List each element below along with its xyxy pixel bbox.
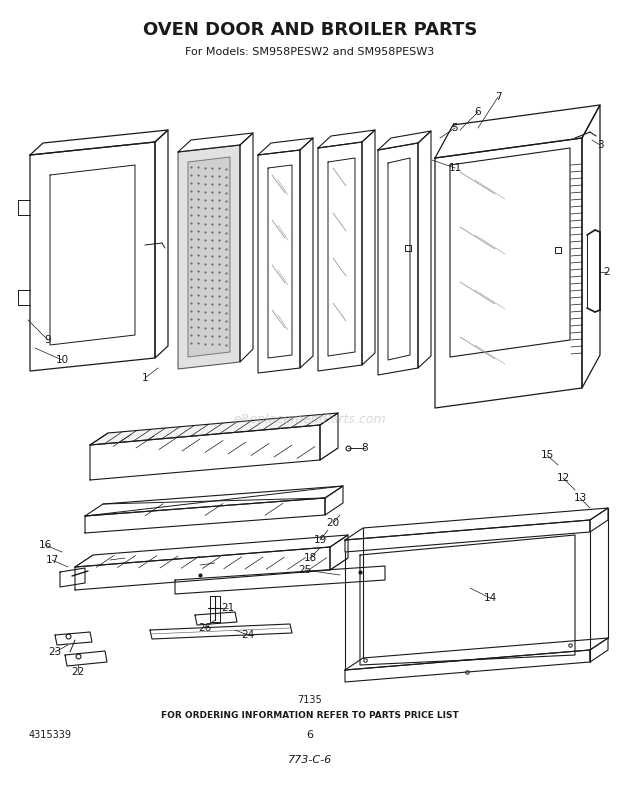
Text: FOR ORDERING INFORMATION REFER TO PARTS PRICE LIST: FOR ORDERING INFORMATION REFER TO PARTS … <box>161 711 459 719</box>
Text: 26: 26 <box>198 623 211 633</box>
Text: 21: 21 <box>221 603 234 613</box>
Text: 16: 16 <box>38 540 51 550</box>
Polygon shape <box>188 157 230 357</box>
Text: 22: 22 <box>71 667 84 677</box>
Text: 23: 23 <box>48 647 61 657</box>
Text: 7: 7 <box>495 92 502 102</box>
Text: 10: 10 <box>55 355 69 365</box>
Text: 1: 1 <box>142 373 148 383</box>
Polygon shape <box>178 145 240 369</box>
Text: 11: 11 <box>448 163 462 173</box>
Text: 8: 8 <box>361 443 368 453</box>
Polygon shape <box>90 413 338 445</box>
Text: 12: 12 <box>556 473 570 483</box>
Text: 6: 6 <box>475 107 481 117</box>
Text: 7135: 7135 <box>298 695 322 705</box>
Text: 6: 6 <box>306 730 314 740</box>
Text: 5: 5 <box>452 123 458 133</box>
Text: 14: 14 <box>484 593 497 603</box>
Text: 18: 18 <box>303 553 317 563</box>
Text: 13: 13 <box>574 493 587 503</box>
Text: OVEN DOOR AND BROILER PARTS: OVEN DOOR AND BROILER PARTS <box>143 21 477 39</box>
Text: 15: 15 <box>541 450 554 460</box>
Text: 3: 3 <box>596 140 603 150</box>
Text: 19: 19 <box>313 535 327 545</box>
Text: 25: 25 <box>298 565 312 575</box>
Text: 2: 2 <box>604 267 610 277</box>
Text: 9: 9 <box>45 335 51 345</box>
Text: 4315339: 4315339 <box>29 730 71 740</box>
Text: eReplacementParts.com: eReplacementParts.com <box>234 413 386 427</box>
Text: 17: 17 <box>45 555 59 565</box>
Text: 20: 20 <box>327 518 340 528</box>
Text: 24: 24 <box>241 630 255 640</box>
Text: For Models: SM958PESW2 and SM958PESW3: For Models: SM958PESW2 and SM958PESW3 <box>185 47 435 57</box>
Text: 773-C-6: 773-C-6 <box>288 755 332 765</box>
